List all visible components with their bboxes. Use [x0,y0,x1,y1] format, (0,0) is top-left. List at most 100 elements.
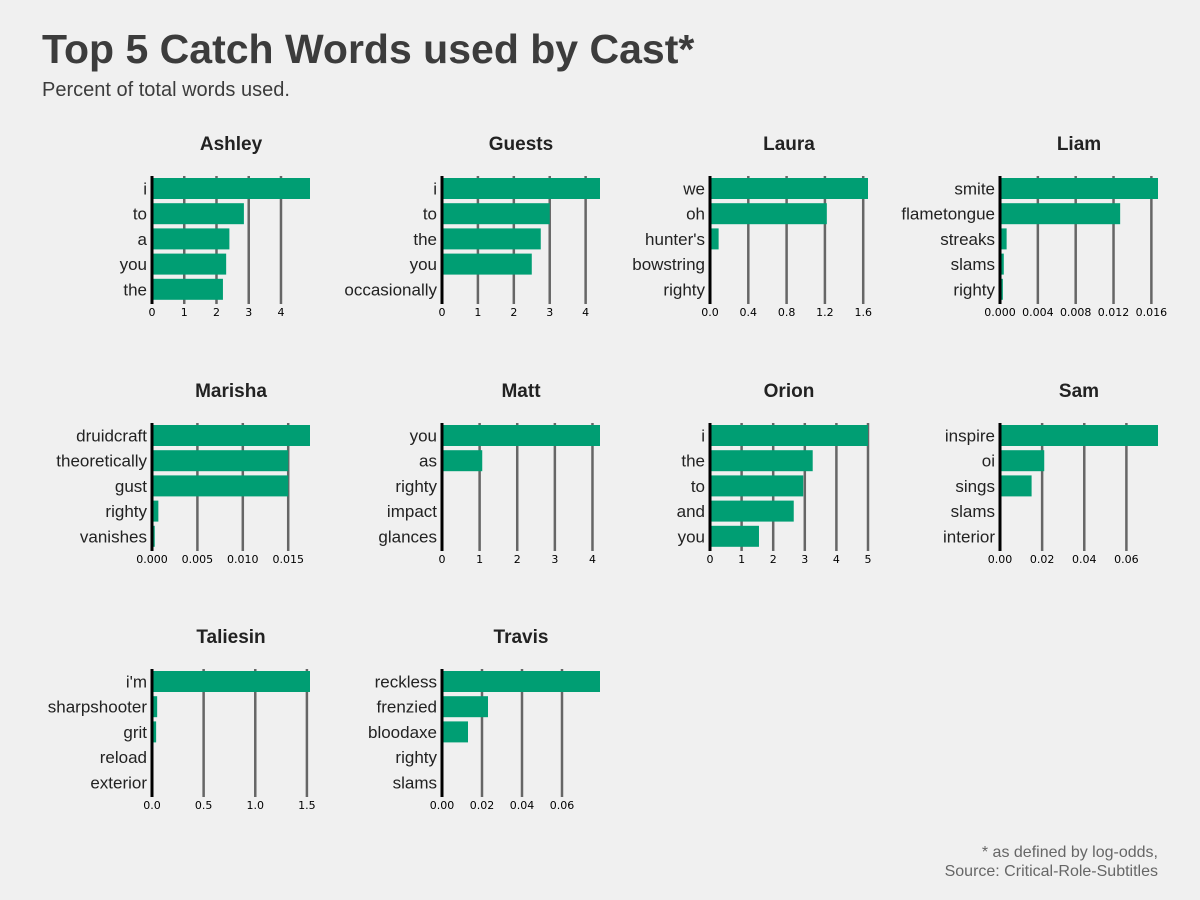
category-label: the [413,230,437,249]
bar-orion-i [710,425,868,446]
category-label: smite [954,180,995,199]
category-label: grit [123,723,147,742]
category-label: righty [663,280,705,299]
bar-ashley-i [152,178,310,199]
category-label: occasionally [344,280,437,299]
category-label: i [433,180,437,199]
bar-laura-we [710,178,868,199]
category-label: bloodaxe [368,723,437,742]
x-tick-label: 0.016 [1136,306,1168,319]
category-label: sings [955,477,995,496]
x-tick-label: 4 [582,306,589,319]
caption: * as defined by log-odds, Source: Critic… [945,843,1158,881]
bar-sam-oi [1000,450,1045,472]
x-tick-label: 0.004 [1022,306,1054,319]
bar-taliesin-sharpshooter [152,696,158,718]
bar-ashley-to [152,203,244,225]
category-label: we [682,180,705,199]
category-label: you [410,255,437,274]
category-label: inspire [945,427,995,446]
bar-liam-flametongue [1000,203,1121,225]
bar-marisha-druidcraft [152,425,310,446]
bar-orion-to [710,475,804,497]
x-tick-label: 0.02 [1030,553,1055,566]
x-tick-label: 2 [514,553,521,566]
x-tick-label: 0.04 [510,799,535,812]
x-tick-label: 1 [476,553,483,566]
panel-title-guests: Guests [489,134,553,155]
x-tick-label: 3 [801,553,808,566]
category-label: righty [105,502,147,521]
bar-guests-the [442,228,541,250]
x-tick-label: 0.8 [778,306,796,319]
category-label: slams [951,502,995,521]
category-label: reckless [375,673,437,692]
x-tick-label: 0.5 [195,799,213,812]
category-label: righty [395,477,437,496]
caption-source: Source: Critical-Role-Subtitles [944,863,1158,880]
caption-note: * as defined by log-odds, [981,844,1158,861]
x-tick-label: 1.0 [247,799,265,812]
bar-orion-and [710,500,794,522]
category-label: hunter's [645,230,705,249]
panel-title-ashley: Ashley [200,134,263,155]
x-tick-label: 0 [439,553,446,566]
x-tick-label: 2 [510,306,517,319]
x-tick-label: 0.0 [143,799,161,812]
bar-matt-as [442,450,483,472]
panel-title-taliesin: Taliesin [196,627,265,648]
category-label: you [678,527,705,546]
bar-marisha-righty [152,500,159,522]
category-label: oi [982,452,995,471]
category-label: the [123,280,147,299]
bar-sam-sings [1000,475,1032,497]
panel-title-marisha: Marisha [195,381,267,402]
x-tick-label: 0.010 [227,553,259,566]
category-label: druidcraft [76,427,147,446]
category-label: frenzied [377,698,437,717]
bar-marisha-theoretically [152,450,289,472]
bar-laura-oh [710,203,827,225]
category-label: reload [100,748,147,767]
x-tick-label: 0.008 [1060,306,1092,319]
x-tick-label: 0.4 [740,306,758,319]
bar-ashley-the [152,278,223,300]
category-label: righty [953,280,995,299]
category-label: vanishes [80,527,147,546]
bar-laura-hunter-s [710,228,719,250]
x-tick-label: 4 [833,553,840,566]
bar-taliesin-grit [152,721,157,743]
category-label: slams [393,773,437,792]
x-tick-label: 3 [551,553,558,566]
bar-ashley-you [152,253,227,275]
category-label: exterior [90,773,147,792]
x-tick-label: 1 [738,553,745,566]
category-label: flametongue [901,205,995,224]
bar-taliesin-i-m [152,671,310,692]
x-tick-label: 1.2 [816,306,834,319]
x-tick-label: 0.012 [1098,306,1130,319]
panel-title-laura: Laura [763,134,815,155]
chart-subtitle: Percent of total words used. [42,79,290,101]
bar-guests-i [442,178,600,199]
category-label: bowstring [632,255,705,274]
category-label: a [138,230,148,249]
x-tick-label: 1.5 [298,799,316,812]
category-label: theoretically [56,452,147,471]
chart-title: Top 5 Catch Words used by Cast* [42,26,695,72]
category-label: to [423,205,437,224]
bar-travis-reckless [442,671,600,692]
category-label: oh [686,205,705,224]
category-label: streaks [940,230,995,249]
bar-guests-to [442,203,550,225]
bar-travis-bloodaxe [442,721,468,743]
panel-title-liam: Liam [1057,134,1101,155]
bar-ashley-a [152,228,230,250]
bar-liam-streaks [1000,228,1007,250]
x-tick-label: 1 [474,306,481,319]
panel-title-sam: Sam [1059,381,1099,402]
category-label: i'm [126,673,147,692]
category-label: i [701,427,705,446]
bar-guests-you [442,253,532,275]
